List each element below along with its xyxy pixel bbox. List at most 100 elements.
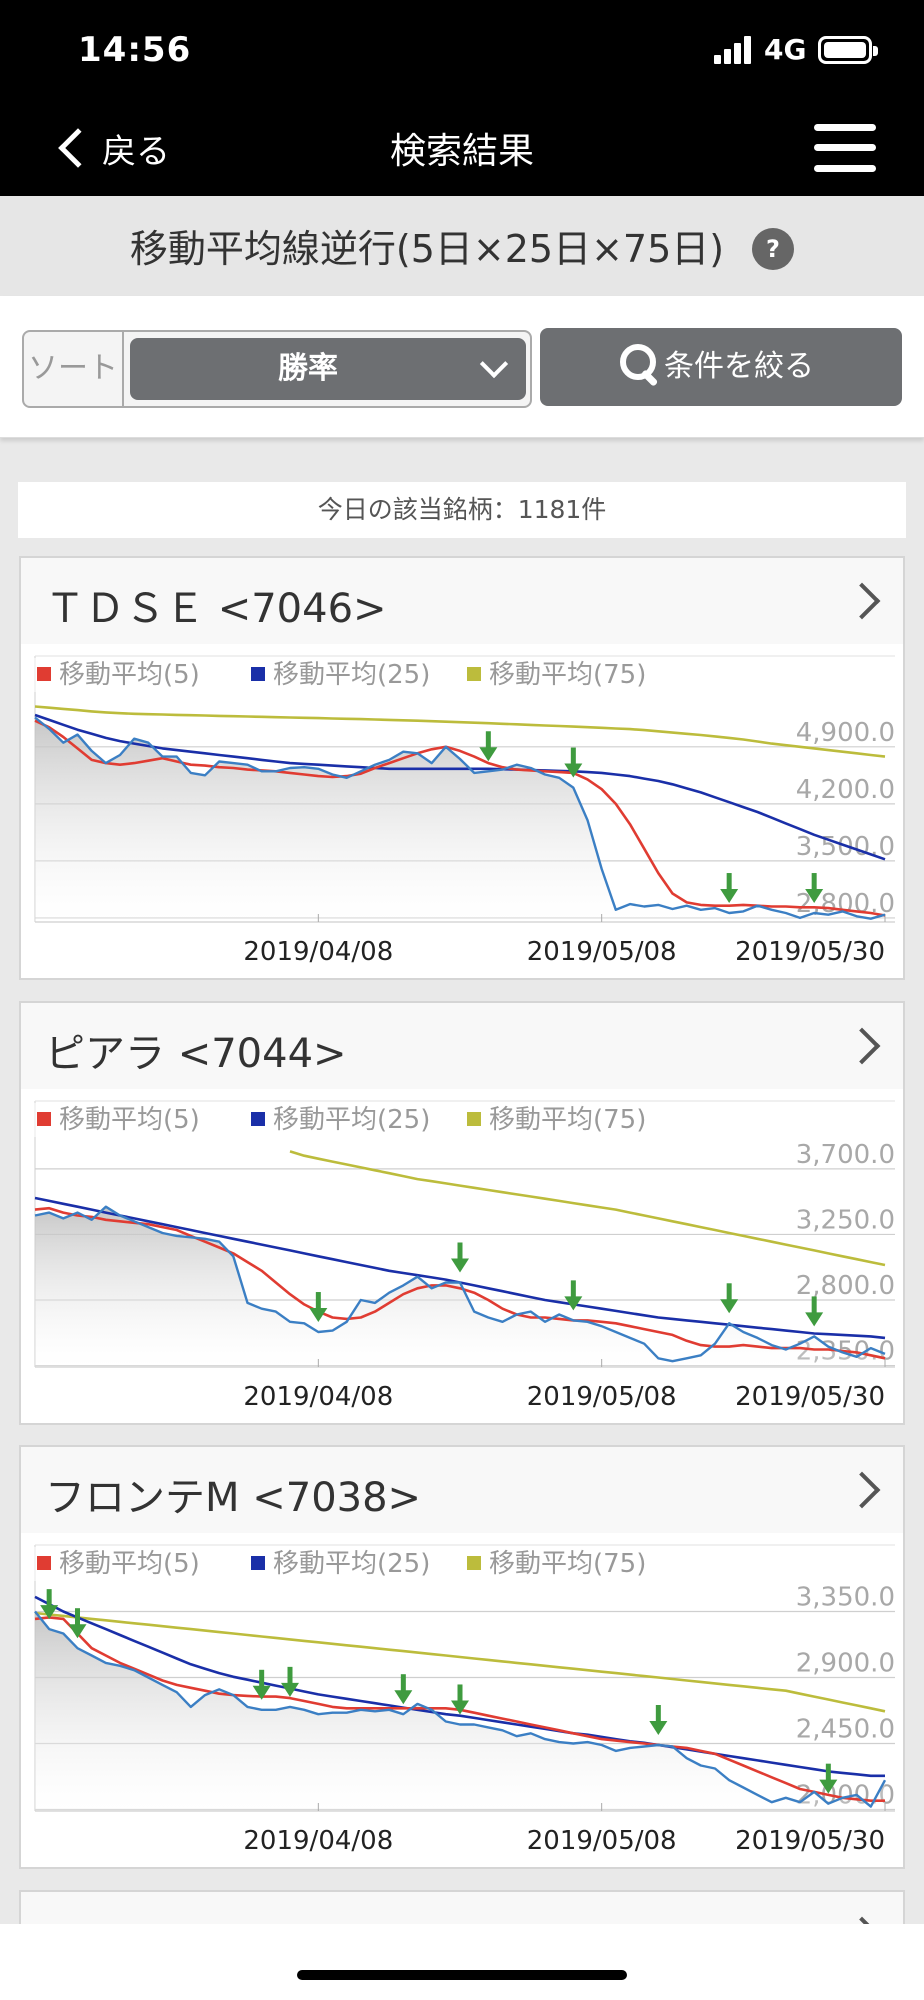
- signal-arrow-icon: [805, 873, 824, 904]
- signal-arrow-icon: [564, 1280, 583, 1311]
- filter-button-label: 条件を絞る: [664, 349, 814, 384]
- battery-icon: [818, 36, 878, 64]
- legend-backing: [247, 1103, 447, 1137]
- signal-arrow-head: [649, 1721, 668, 1735]
- stock-card-header[interactable]: フロンテM <7038>: [21, 1447, 903, 1533]
- series-line-price: [34, 1610, 887, 1808]
- series-line-price: [34, 1205, 886, 1363]
- legend-label-ma5: 移動平均(5): [59, 1105, 200, 1135]
- sort-select[interactable]: 勝率: [130, 338, 526, 400]
- series-line-ma75: [34, 705, 886, 758]
- y-tick-label: 3,350.0: [796, 1583, 895, 1613]
- menu-button[interactable]: [814, 124, 876, 172]
- signal-arrow-icon: [451, 1684, 469, 1715]
- signal-arrow-icon: [564, 747, 583, 778]
- signal-arrow-shaft: [457, 1684, 463, 1703]
- legend-backing: [33, 1547, 233, 1581]
- network-type: 4G: [764, 33, 807, 66]
- legend-swatch-ma25: [251, 1112, 265, 1126]
- signal-arrow-icon: [805, 1296, 824, 1327]
- signal-arrow-shaft: [287, 1666, 293, 1685]
- legend-label-ma75: 移動平均(75): [489, 660, 646, 690]
- legend-backing: [463, 1547, 663, 1581]
- stock-card: ピアラ <7044> 3,700.0 3,250.0 2,800.0 2,350.0 2…: [19, 1001, 905, 1425]
- legend-backing: [33, 1103, 233, 1137]
- stock-name: ピアラ <7044>: [45, 1031, 347, 1077]
- series-line-ma75: [289, 1150, 886, 1267]
- help-button[interactable]: ?: [752, 228, 794, 270]
- signal-arrow-icon: [649, 1705, 668, 1735]
- legend-backing: [247, 658, 447, 692]
- x-tick-label: 2019/05/08: [527, 937, 677, 967]
- signal-arrow-head: [451, 1258, 469, 1273]
- y-tick-label: 2,450.0: [796, 1715, 895, 1745]
- home-indicator: [297, 1970, 627, 1980]
- legend-backing: [463, 658, 663, 692]
- series-line-price: [34, 716, 886, 920]
- back-label: 戻る: [102, 131, 170, 172]
- chevron-right-icon: [843, 1027, 881, 1065]
- legend-swatch-ma25: [251, 1556, 265, 1570]
- x-tick-label: 2019/05/30: [735, 1826, 885, 1856]
- legend-backing: [247, 1547, 447, 1581]
- sort-label: ソート: [24, 332, 124, 406]
- signal-arrow-shaft: [75, 1608, 80, 1627]
- series-line-ma25: [34, 713, 886, 861]
- x-tick-label: 2019/04/08: [243, 1382, 393, 1412]
- filter-button[interactable]: 条件を絞る: [540, 328, 902, 406]
- bottom-safe-area: [0, 1924, 924, 2000]
- y-tick-label: 4,900.0: [796, 718, 895, 748]
- signal-arrow-icon: [281, 1666, 299, 1697]
- signal-arrow-shaft: [726, 873, 732, 892]
- signal-arrow-shaft: [485, 731, 491, 750]
- legend-swatch-ma75: [467, 667, 481, 681]
- signal-arrow-shaft: [570, 1280, 576, 1299]
- signal-arrow-head: [68, 1624, 87, 1639]
- condition-title: 移動平均線逆行(5日×25日×75日): [129, 227, 725, 271]
- x-tick-label: 2019/04/08: [243, 1826, 393, 1856]
- signal-strength-icon: [714, 36, 754, 64]
- y-tick-label: 2,900.0: [796, 1649, 895, 1679]
- legend-swatch-ma25: [251, 667, 265, 681]
- signal-arrow-head: [394, 1690, 413, 1705]
- signal-arrow-shaft: [315, 1292, 321, 1311]
- series-line-ma5: [34, 1206, 886, 1360]
- signal-arrow-icon: [40, 1589, 59, 1620]
- x-tick-label: 2019/05/08: [527, 1826, 677, 1856]
- status-bar: 14:56 4G: [0, 0, 924, 100]
- series-line-ma25: [34, 1595, 885, 1778]
- legend-label-ma75: 移動平均(75): [489, 1105, 646, 1135]
- page-title: 検索結果: [389, 131, 534, 172]
- signal-arrow-head: [564, 763, 583, 778]
- signal-arrow-icon: [479, 731, 498, 762]
- legend-label-ma5: 移動平均(5): [59, 660, 200, 690]
- x-tick-label: 2019/05/08: [527, 1382, 677, 1412]
- chevron-right-icon: [843, 582, 881, 620]
- legend-backing: [463, 1103, 663, 1137]
- signal-arrow-icon: [309, 1292, 328, 1323]
- legend-label-ma25: 移動平均(25): [273, 1105, 430, 1135]
- stock-card-header[interactable]: ピアラ <7044>: [21, 1003, 903, 1089]
- back-button[interactable]: 戻る: [50, 118, 170, 178]
- signal-arrow-head: [309, 1308, 328, 1323]
- signal-arrow-icon: [720, 873, 739, 904]
- signal-arrow-icon: [394, 1674, 413, 1705]
- stock-card: フロンテM <7038> 3,350.0 2,900.0 2,450.0 2,000.…: [19, 1445, 905, 1869]
- legend-swatch-ma5: [37, 1556, 51, 1570]
- status-time: 14:56: [78, 30, 192, 70]
- menu-icon: [814, 124, 876, 131]
- y-tick-label: 3,250.0: [796, 1205, 895, 1235]
- result-count: 今日の該当銘柄：1181件: [18, 482, 906, 538]
- legend-swatch-ma5: [37, 1112, 51, 1126]
- stock-card-header[interactable]: ＴＤＳＥ <7046>: [21, 558, 903, 644]
- signal-arrow-head: [40, 1605, 59, 1620]
- signal-arrow-head: [805, 889, 824, 904]
- price-area: [35, 1611, 885, 1811]
- signal-arrow-head: [252, 1685, 271, 1700]
- legend-swatch-ma75: [467, 1556, 481, 1570]
- sort-value: 勝率: [278, 351, 338, 386]
- signal-arrow-icon: [451, 1242, 469, 1273]
- y-tick-label: 2,800.0: [796, 1271, 895, 1301]
